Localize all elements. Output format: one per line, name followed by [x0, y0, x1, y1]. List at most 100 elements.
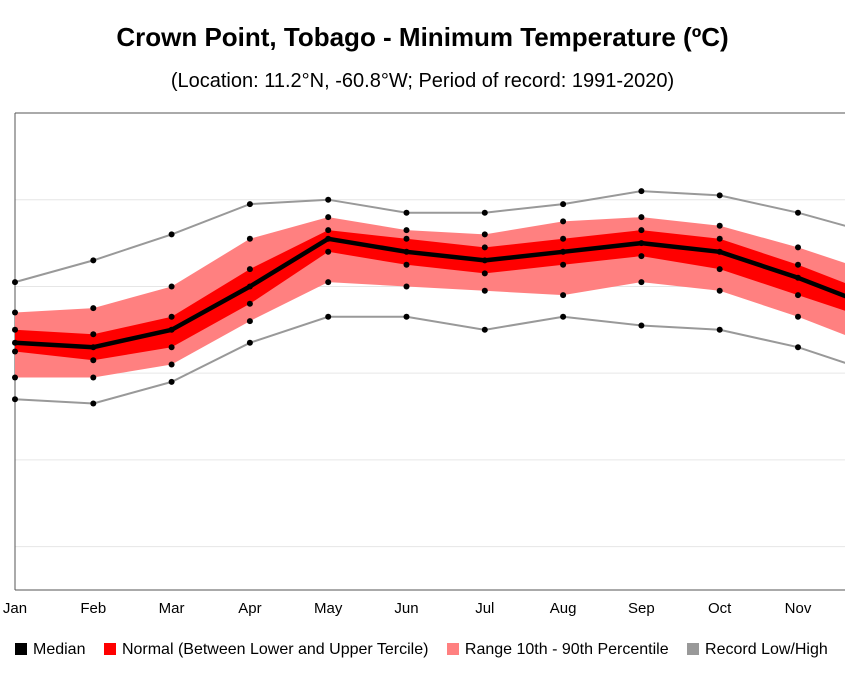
- point-p90-feb: [90, 305, 97, 312]
- legend-label-normal: Normal (Between Lower and Upper Tercile): [121, 641, 429, 658]
- point-p10-may: [325, 279, 332, 286]
- legend-swatch-range: [446, 643, 459, 655]
- point-record-high-aug: [560, 201, 567, 208]
- x-tick-label-aug: Aug: [550, 600, 577, 617]
- point-upper-tercile-mar: [168, 313, 175, 320]
- point-median-nov: [795, 274, 801, 281]
- point-p90-jul: [481, 231, 488, 238]
- chart-legend: Median Normal (Between Lower and Upper T…: [15, 641, 842, 659]
- point-median-feb: [90, 344, 97, 351]
- point-record-low-jun: [403, 313, 410, 320]
- point-p10-jan: [12, 374, 18, 381]
- point-upper-tercile-jul: [481, 244, 488, 251]
- point-p10-apr: [246, 318, 253, 325]
- point-record-high-apr: [246, 201, 253, 208]
- point-record-low-sep: [638, 322, 645, 329]
- x-tick-label-jan: Jan: [3, 600, 27, 617]
- point-record-low-mar: [168, 378, 175, 385]
- point-record-low-nov: [795, 344, 801, 351]
- legend-label-range: Range 10th - 90th Percentile: [464, 641, 669, 658]
- point-p10-mar: [168, 361, 175, 368]
- point-lower-tercile-nov: [795, 292, 801, 299]
- point-record-high-mar: [168, 231, 175, 238]
- point-upper-tercile-may: [325, 227, 332, 234]
- point-median-oct: [716, 248, 723, 255]
- point-record-low-may: [325, 313, 332, 320]
- point-p90-nov: [795, 244, 801, 251]
- legend-item-record: Record Low/High: [687, 641, 828, 659]
- point-upper-tercile-sep: [638, 227, 645, 234]
- record-high-line: [14, 190, 845, 284]
- point-record-high-may: [325, 196, 332, 203]
- point-lower-tercile-aug: [560, 261, 567, 268]
- point-record-high-sep: [638, 188, 645, 195]
- point-p90-sep: [638, 214, 645, 221]
- point-upper-tercile-feb: [90, 331, 97, 338]
- point-median-sep: [638, 240, 645, 247]
- legend-swatch-median: [15, 643, 27, 655]
- point-upper-tercile-apr: [246, 266, 253, 273]
- x-tick-label-nov: Nov: [785, 600, 812, 617]
- median-line: [14, 236, 845, 350]
- point-lower-tercile-may: [325, 248, 332, 255]
- point-lower-tercile-jul: [481, 270, 488, 277]
- point-record-low-jan: [12, 396, 18, 403]
- point-median-jan: [12, 339, 18, 346]
- point-record-low-apr: [246, 339, 253, 346]
- point-record-low-jul: [481, 326, 488, 333]
- point-p10-aug: [560, 292, 567, 299]
- point-p90-mar: [168, 283, 175, 290]
- x-tick-label-feb: Feb: [80, 600, 106, 617]
- point-lower-tercile-oct: [716, 266, 723, 273]
- point-upper-tercile-nov: [795, 261, 801, 268]
- x-tick-label-jun: Jun: [394, 600, 418, 617]
- point-upper-tercile-jan: [12, 326, 18, 333]
- point-record-high-jan: [12, 279, 18, 286]
- point-p90-jun: [403, 227, 410, 234]
- point-record-low-feb: [90, 400, 97, 407]
- point-p90-aug: [560, 218, 567, 225]
- point-lower-tercile-mar: [168, 344, 175, 351]
- point-record-high-jul: [481, 209, 488, 216]
- point-p90-apr: [246, 235, 253, 242]
- point-median-apr: [246, 283, 253, 290]
- point-upper-tercile-oct: [716, 235, 723, 242]
- legend-item-median: Median: [15, 641, 85, 659]
- point-lower-tercile-sep: [638, 253, 645, 260]
- point-median-aug: [560, 248, 567, 255]
- point-median-jul: [481, 257, 488, 264]
- point-record-low-aug: [560, 313, 567, 320]
- legend-swatch-normal: [103, 643, 116, 655]
- record-low-line: [14, 315, 845, 405]
- point-p90-oct: [716, 222, 723, 229]
- point-lower-tercile-apr: [246, 300, 253, 307]
- point-record-high-feb: [90, 257, 97, 264]
- point-lower-tercile-feb: [90, 357, 97, 364]
- legend-item-range: Range 10th - 90th Percentile: [446, 641, 669, 659]
- legend-swatch-record: [687, 643, 700, 655]
- point-median-jun: [403, 248, 410, 255]
- chart-subtitle: (Location: 11.2°N, -60.8°W; Period of re…: [170, 70, 675, 92]
- legend-label-median: Median: [33, 641, 86, 658]
- x-tick-label-oct: Oct: [708, 600, 732, 617]
- point-p10-feb: [90, 374, 97, 381]
- range-10-90-band: [15, 217, 845, 378]
- legend-item-normal: Normal (Between Lower and Upper Tercile): [103, 641, 429, 659]
- point-median-mar: [168, 326, 175, 333]
- point-record-high-oct: [716, 192, 723, 199]
- point-median-may: [325, 235, 332, 242]
- point-record-high-nov: [795, 209, 801, 216]
- chart-title: Crown Point, Tobago - Minimum Temperatur…: [116, 22, 729, 52]
- x-tick-label-mar: Mar: [159, 600, 185, 617]
- point-p10-oct: [716, 287, 723, 294]
- point-lower-tercile-jan: [12, 348, 18, 355]
- x-tick-label-apr: Apr: [238, 600, 261, 617]
- legend-label-record: Record Low/High: [705, 641, 828, 658]
- point-p90-may: [325, 214, 332, 221]
- point-p10-jul: [481, 287, 488, 294]
- point-p10-jun: [403, 283, 410, 290]
- point-upper-tercile-jun: [403, 235, 410, 242]
- point-p10-sep: [638, 279, 645, 286]
